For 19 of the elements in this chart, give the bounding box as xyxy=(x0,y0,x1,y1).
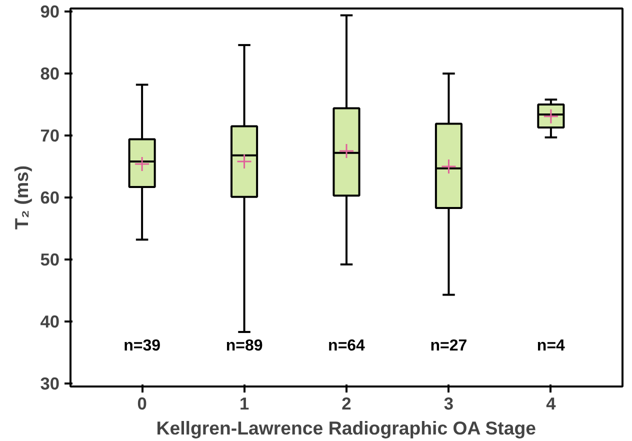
y-tick-label: 60 xyxy=(40,188,60,208)
y-tick-label: 80 xyxy=(40,64,60,84)
annotation: n=64 xyxy=(328,338,366,355)
x-tick-label: 4 xyxy=(546,394,556,414)
annotation: n=39 xyxy=(124,338,161,355)
y-tick-label: 90 xyxy=(40,2,60,22)
annotation: n=4 xyxy=(536,338,566,355)
y-tick-label: 70 xyxy=(40,126,60,146)
y-axis-title: T₂ (ms) xyxy=(11,165,32,230)
x-tick-label: 3 xyxy=(444,394,454,414)
y-tick-label: 30 xyxy=(40,373,60,394)
x-tick-label: 1 xyxy=(239,394,250,414)
y-tick-label: 40 xyxy=(40,311,60,332)
annotation: n=27 xyxy=(430,338,468,355)
y-tick-label: 50 xyxy=(40,249,60,270)
x-tick-label: 2 xyxy=(342,394,352,414)
x-axis-title: Kellgren-Lawrence Radiographic OA Stage xyxy=(156,418,536,438)
annotation: n=89 xyxy=(226,338,263,355)
x-tick-label: 0 xyxy=(137,394,147,414)
